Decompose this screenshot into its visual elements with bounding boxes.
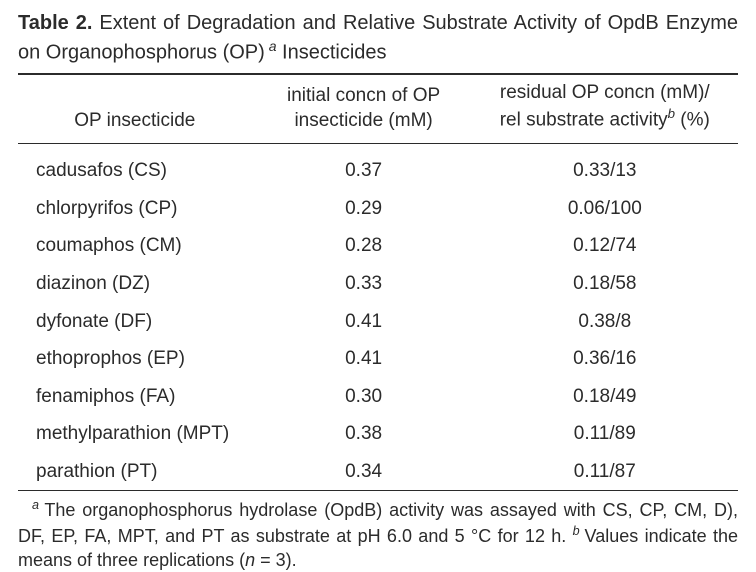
cell-residual: 0.06/100: [472, 190, 738, 228]
cell-residual: 0.18/58: [472, 265, 738, 303]
cell-name: diazinon (DZ): [18, 265, 256, 303]
table-title: Table 2. Extent of Degradation and Relat…: [18, 10, 738, 67]
footnote-b-sup: b: [573, 524, 585, 538]
cell-residual: 0.33/13: [472, 152, 738, 190]
table-row: diazinon (DZ)0.330.18/58: [18, 265, 738, 303]
data-table-body: cadusafos (CS)0.370.33/13chlorpyrifos (C…: [18, 144, 738, 490]
cell-name: ethoprophos (EP): [18, 340, 256, 378]
cell-initial: 0.34: [256, 453, 472, 491]
header-initial-concn: initial concn of OP insecticide (mM): [256, 75, 472, 144]
cell-initial: 0.29: [256, 190, 472, 228]
table-row: ethoprophos (EP)0.410.36/16: [18, 340, 738, 378]
cell-residual: 0.38/8: [472, 303, 738, 341]
cell-residual: 0.12/74: [472, 227, 738, 265]
table-row: dyfonate (DF)0.410.38/8: [18, 303, 738, 341]
cell-name: fenamiphos (FA): [18, 378, 256, 416]
header-c2-line1: initial concn of OP: [287, 85, 440, 106]
cell-name: parathion (PT): [18, 453, 256, 491]
table-row: cadusafos (CS)0.370.33/13: [18, 152, 738, 190]
header-residual: residual OP concn (mM)/ rel substrate ac…: [472, 75, 738, 144]
table-row: coumaphos (CM)0.280.12/74: [18, 227, 738, 265]
cell-initial: 0.28: [256, 227, 472, 265]
header-c2-line2: insecticide (mM): [294, 110, 432, 131]
cell-initial: 0.30: [256, 378, 472, 416]
footnote-n: n: [245, 550, 255, 570]
table-head: OP insecticide initial concn of OP insec…: [18, 75, 738, 144]
header-c3-line2b: (%): [675, 110, 710, 131]
data-table: OP insecticide initial concn of OP insec…: [18, 75, 738, 144]
footnote: a The organophosphorus hydrolase (OpdB) …: [18, 497, 738, 572]
title-text-post: Insecticides: [277, 42, 387, 64]
cell-initial: 0.37: [256, 152, 472, 190]
header-c3-line1: residual OP concn (mM)/: [500, 82, 710, 103]
cell-initial: 0.41: [256, 303, 472, 341]
table-row: methylparathion (MPT)0.380.11/89: [18, 415, 738, 453]
footnote-a-sup: a: [32, 498, 44, 512]
cell-residual: 0.11/89: [472, 415, 738, 453]
cell-initial: 0.33: [256, 265, 472, 303]
table-body: cadusafos (CS)0.370.33/13chlorpyrifos (C…: [18, 144, 738, 490]
table-container: Table 2. Extent of Degradation and Relat…: [0, 0, 756, 572]
cell-name: coumaphos (CM): [18, 227, 256, 265]
cell-name: chlorpyrifos (CP): [18, 190, 256, 228]
header-c3-line2a: rel substrate activity: [500, 110, 668, 131]
header-c3-sup: b: [668, 106, 675, 121]
title-sup: a: [265, 38, 277, 54]
cell-name: methylparathion (MPT): [18, 415, 256, 453]
bottom-rule: [18, 490, 738, 491]
footnote-b-text-b: = 3).: [255, 550, 297, 570]
cell-initial: 0.41: [256, 340, 472, 378]
table-row: fenamiphos (FA)0.300.18/49: [18, 378, 738, 416]
header-op-insecticide: OP insecticide: [18, 75, 256, 144]
cell-residual: 0.18/49: [472, 378, 738, 416]
cell-name: dyfonate (DF): [18, 303, 256, 341]
cell-residual: 0.36/16: [472, 340, 738, 378]
spacer-row: [18, 144, 738, 152]
cell-initial: 0.38: [256, 415, 472, 453]
table-label: Table 2.: [18, 12, 92, 34]
cell-residual: 0.11/87: [472, 453, 738, 491]
cell-name: cadusafos (CS): [18, 152, 256, 190]
table-row: chlorpyrifos (CP)0.290.06/100: [18, 190, 738, 228]
header-row: OP insecticide initial concn of OP insec…: [18, 75, 738, 144]
table-row: parathion (PT)0.340.11/87: [18, 453, 738, 491]
